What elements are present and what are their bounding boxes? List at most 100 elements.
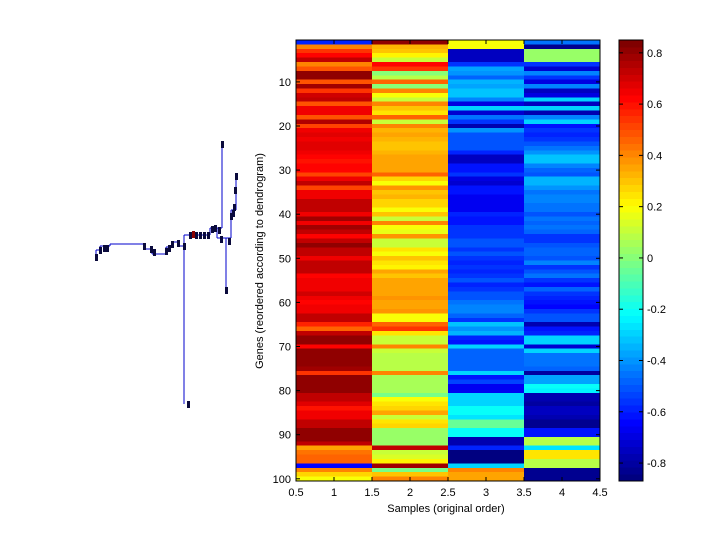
colorbar-swatch: [619, 239, 643, 248]
heatmap-cell: [296, 339, 373, 345]
heatmap-cell: [524, 295, 601, 301]
colorbar-swatch: [619, 219, 643, 227]
heatmap-cell: [524, 467, 601, 473]
heatmap-cell: [372, 379, 449, 385]
heatmap-cell: [524, 247, 601, 252]
colorbar-swatch: [619, 157, 643, 165]
colorbar-tick-label: -0.8: [647, 458, 666, 470]
heatmap-cell: [448, 401, 525, 407]
heatmap-cell: [448, 353, 525, 358]
heatmap-cell: [296, 331, 373, 336]
heatmap-cell: [372, 128, 449, 133]
heatmap-cell: [372, 269, 449, 275]
dendrogram-leaf-marker: [228, 238, 231, 245]
y-tick-label: 20: [279, 121, 291, 133]
heatmap-cell: [524, 353, 601, 358]
heatmap-cell: [524, 348, 601, 354]
heatmap-cell: [372, 361, 449, 367]
heatmap-cell: [372, 313, 449, 319]
heatmap-cell: [372, 291, 449, 297]
heatmap-cell: [296, 256, 373, 261]
heatmap-cell: [524, 335, 601, 341]
colorbar-swatch: [619, 363, 643, 372]
heatmap-cell: [296, 207, 373, 213]
heatmap-cell: [372, 242, 449, 248]
heatmap-cell: [372, 392, 449, 398]
colorbar-swatch: [619, 88, 643, 96]
colorbar-swatch: [619, 184, 643, 192]
heatmap-cell: [296, 291, 373, 297]
heatmap-cell: [372, 260, 449, 266]
heatmap-cell: [524, 436, 601, 442]
heatmap-cell: [372, 48, 449, 54]
heatmap-cell: [448, 357, 525, 363]
heatmap-cell: [296, 423, 373, 429]
heatmap-cell: [296, 48, 373, 54]
colorbar-swatch: [619, 439, 643, 447]
heatmap-cell: [372, 441, 449, 447]
heatmap-cell: [524, 123, 601, 129]
heatmap-cell: [372, 282, 449, 288]
heatmap-cell: [372, 419, 449, 424]
heatmap-cell: [372, 189, 449, 195]
heatmap-cell: [524, 322, 601, 327]
heatmap-cell: [296, 159, 373, 164]
heatmap-cell: [524, 185, 601, 191]
heatmap-cell: [524, 304, 601, 310]
colorbar-swatch: [619, 253, 643, 261]
heatmap-cell: [296, 401, 373, 407]
heatmap-cell: [296, 92, 373, 98]
heatmap-cell: [524, 194, 601, 200]
heatmap-cell: [524, 256, 601, 261]
heatmap-cell: [372, 256, 449, 261]
heatmap-cell: [524, 383, 601, 389]
y-tick-label: 30: [279, 165, 291, 177]
heatmap-cell: [524, 53, 601, 58]
heatmap-cell: [524, 370, 601, 376]
heatmap-cell: [448, 260, 525, 266]
heatmap-cell: [296, 300, 373, 305]
colorbar-swatch: [619, 315, 643, 323]
colorbar-swatch: [619, 212, 643, 220]
dendrogram-leaf-marker: [230, 213, 233, 220]
heatmap-cell: [524, 472, 601, 477]
colorbar-frame: [618, 39, 644, 482]
colorbar-swatch: [619, 108, 643, 117]
dendrogram-leaf-marker: [225, 287, 228, 294]
heatmap-cell: [296, 154, 373, 160]
heatmap-cell: [296, 379, 373, 385]
heatmap-cell: [296, 458, 373, 464]
y-tick-label: 60: [279, 297, 291, 309]
x-tick-label: 1.5: [364, 487, 379, 499]
heatmap-cell: [524, 57, 601, 63]
dendrogram-leaf-marker: [199, 232, 202, 239]
dendrogram-leaf-marker: [99, 247, 102, 254]
x-tick-label: 0.5: [288, 487, 303, 499]
heatmap-cell: [448, 88, 525, 94]
heatmap-cell: [296, 114, 373, 120]
heatmap-cell: [372, 423, 449, 429]
heatmap-cell: [296, 242, 373, 248]
heatmap-cell: [372, 295, 449, 301]
heatmap-cell: [524, 286, 601, 292]
heatmap-cell: [372, 154, 449, 160]
heatmap-cell: [524, 401, 601, 407]
heatmap-cell: [372, 97, 449, 103]
heatmap-cell: [524, 339, 601, 345]
heatmap-axes: 0.5 1 1.5 2 2.5 3 3.5 4 4.5 10 20 30 40 50 60 70 80 90 100: [273, 39, 608, 499]
heatmap-cell: [372, 181, 449, 186]
colorbar-tick-label: -0.2: [647, 304, 666, 316]
heatmap-cell: [296, 344, 373, 349]
heatmap-cell: [296, 251, 373, 257]
heatmap-cell: [296, 229, 373, 235]
heatmap-cell: [296, 203, 373, 208]
heatmap-cell: [524, 110, 601, 116]
heatmap-cell: [296, 353, 373, 358]
dendrogram-leaf-marker: [143, 243, 146, 250]
heatmap-cell: [372, 185, 449, 191]
heatmap-cell: [372, 410, 449, 416]
colorbar-swatch: [619, 129, 643, 137]
heatmap-cell: [448, 128, 525, 133]
heatmap-cell: [296, 428, 373, 433]
colorbar-swatch: [619, 274, 643, 282]
